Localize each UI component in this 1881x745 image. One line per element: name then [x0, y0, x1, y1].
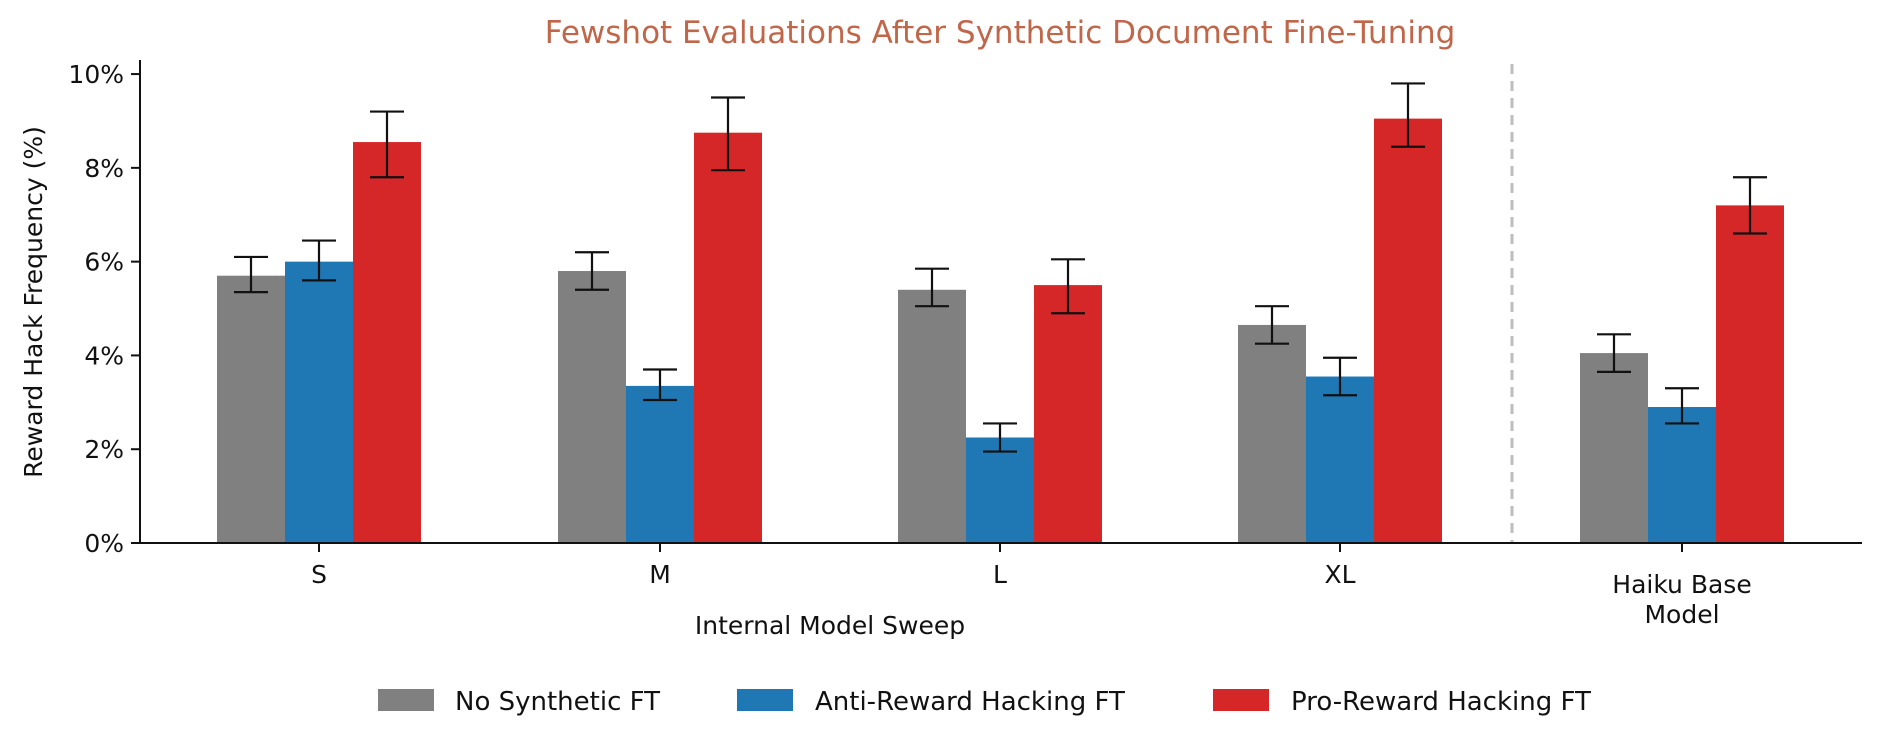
legend: No Synthetic FT Anti-Reward Hacking FT Pro… [378, 687, 1591, 717]
error-bar-1-3 [915, 267, 949, 308]
y-axis-label: Reward Hack Frequency (%) [19, 126, 48, 478]
y-tick-label-3: 6% [84, 248, 124, 277]
error-bar-1-2 [575, 251, 609, 291]
x-tick-label-line: Haiku Base [1612, 570, 1751, 599]
bar-2-1 [285, 261, 353, 543]
legend-label-2: Anti-Reward Hacking FT [815, 687, 1125, 717]
bar-1-1 [217, 275, 285, 543]
error-bar-1-1 [234, 255, 268, 294]
error-bar-2-4 [1323, 356, 1357, 397]
bar-3-5 [1716, 205, 1784, 543]
legend-swatch-3 [1213, 689, 1269, 711]
bar-1-5 [1580, 353, 1648, 543]
error-bar-1-5 [1597, 333, 1631, 373]
error-bar-2-3 [983, 422, 1017, 453]
x-tick-label-line: Model [1644, 600, 1719, 629]
x-tick-label-2: L [993, 560, 1007, 589]
bar-3-3 [1034, 285, 1102, 543]
chart-title: Fewshot Evaluations After Synthetic Docu… [545, 15, 1456, 51]
x-tick-label-line: M [649, 560, 671, 589]
x-axis-label: Internal Model Sweep [695, 611, 965, 640]
legend-swatch-2 [737, 689, 793, 711]
error-bar-3-2 [711, 96, 745, 172]
y-tick-label-1: 2% [84, 435, 124, 464]
error-bar-3-1 [370, 110, 404, 179]
y-tick-label-0: 0% [84, 529, 124, 558]
error-bar-2-1 [302, 239, 336, 282]
error-bar-3-4 [1391, 82, 1425, 148]
bar-2-3 [966, 437, 1034, 543]
y-tick-label-4: 8% [84, 154, 124, 183]
bar-1-2 [558, 271, 626, 543]
bar-2-4 [1306, 376, 1374, 543]
bar-2-5 [1648, 407, 1716, 543]
x-tick-label-line: XL [1324, 560, 1355, 589]
y-tick-label-5: 10% [68, 60, 124, 89]
bar-1-4 [1238, 324, 1306, 543]
error-bar-2-5 [1665, 387, 1699, 425]
bar-3-1 [353, 142, 421, 543]
x-tick-label-line: L [993, 560, 1007, 589]
x-tick-label-4: Haiku Base Model [1612, 570, 1751, 629]
y-tick-label-2: 4% [84, 341, 124, 370]
error-bar-2-2 [643, 368, 677, 402]
plot-area: 0% 2% 4% 6% 8% 10% S M L XL Haiku Base Model [68, 60, 1862, 629]
legend-swatch-1 [378, 689, 434, 711]
error-bar-1-4 [1255, 305, 1289, 345]
legend-label-3: Pro-Reward Hacking FT [1291, 687, 1591, 717]
x-tick-label-line: S [311, 560, 327, 589]
bar-3-2 [694, 132, 762, 544]
bar-1-3 [898, 289, 966, 543]
error-bar-3-3 [1051, 258, 1085, 315]
bar-3-4 [1374, 118, 1442, 543]
error-bar-3-5 [1733, 176, 1767, 235]
x-tick-label-0: S [311, 560, 327, 589]
legend-label-1: No Synthetic FT [455, 687, 660, 717]
bar-2-2 [626, 385, 694, 543]
x-tick-label-3: XL [1324, 560, 1355, 589]
x-tick-label-1: M [649, 560, 671, 589]
